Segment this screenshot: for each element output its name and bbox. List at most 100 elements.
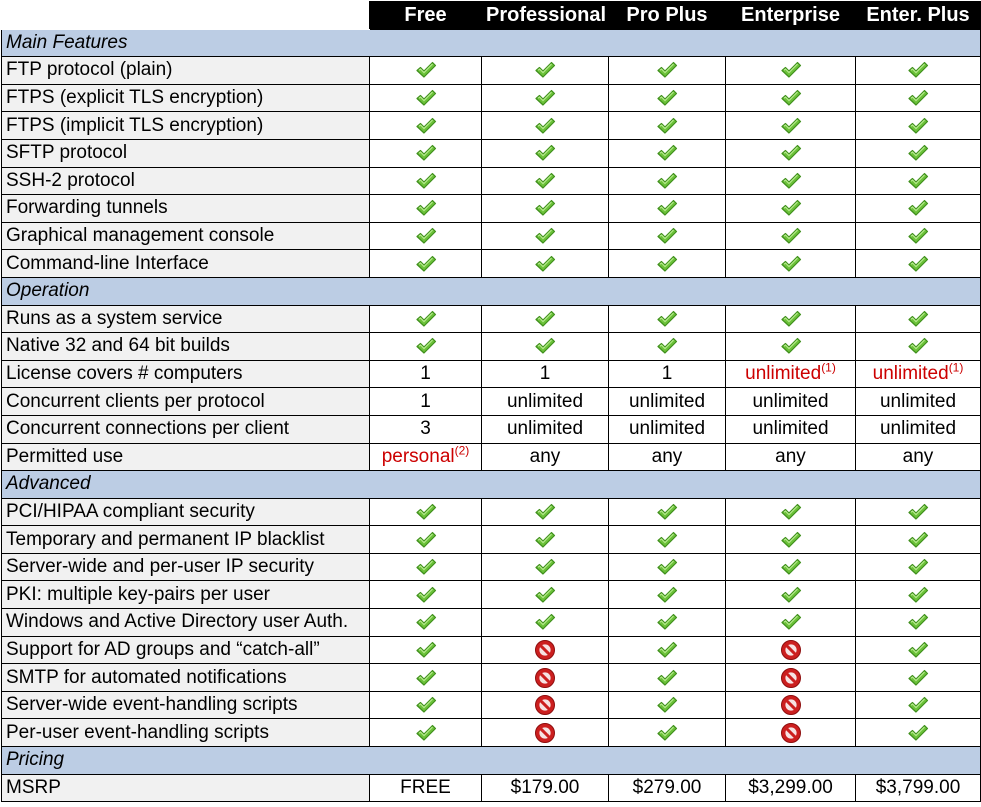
cell-pro-plus: [608, 718, 726, 748]
check-icon: [534, 61, 556, 79]
check-icon: [656, 337, 678, 355]
cell-free: [369, 718, 482, 748]
check-icon: [656, 310, 678, 328]
check-icon: [656, 669, 678, 687]
check-icon: [656, 144, 678, 162]
prohibited-icon: [780, 722, 802, 744]
cell-pro-plus: [608, 663, 726, 692]
cell-value: unlimited: [879, 390, 957, 412]
cell-professional: [481, 111, 609, 140]
column-header-enterprise: Enterprise: [725, 1, 856, 30]
column-header-free: Free: [369, 1, 482, 30]
check-icon: [534, 89, 556, 107]
check-icon: [656, 172, 678, 190]
check-icon: [907, 144, 929, 162]
cell-value: 1: [661, 363, 673, 385]
cell-enterprise: [725, 332, 856, 361]
cell-professional: unlimited: [481, 387, 609, 416]
check-icon: [656, 61, 678, 79]
check-icon: [656, 641, 678, 659]
check-icon: [415, 89, 437, 107]
cell-enterprise-plus: [855, 608, 981, 637]
table-row: Permitted use personal(2) any any any any: [1, 442, 981, 472]
feature-label: Server-wide event-handling scripts: [1, 690, 370, 720]
footnote-marker: (1): [821, 360, 836, 375]
cell-pro-plus: [608, 304, 726, 334]
feature-label: Runs as a system service: [1, 304, 370, 334]
cell-enterprise-plus: [855, 497, 981, 527]
feature-label: FTPS (implicit TLS encryption): [1, 111, 370, 140]
cell-professional: $179.00: [481, 773, 609, 803]
check-icon: [780, 255, 802, 273]
section-header-row: Main Features: [1, 28, 981, 58]
cell-enterprise-plus: [855, 552, 981, 582]
check-icon: [656, 255, 678, 273]
table-row: Server-wide event-handling scripts: [1, 690, 981, 720]
cell-pro-plus: [608, 552, 726, 582]
cell-enterprise: [725, 221, 856, 251]
cell-value: any: [775, 445, 806, 467]
cell-enterprise-plus: [855, 166, 981, 196]
feature-label: Concurrent connections per client: [1, 414, 370, 444]
cell-enterprise: [725, 580, 856, 610]
cell-value: any: [902, 445, 934, 467]
feature-label: Concurrent clients per protocol: [1, 387, 370, 416]
cell-enterprise: [725, 690, 856, 720]
cell-value: 1: [420, 390, 431, 412]
feature-label: Permitted use: [1, 442, 370, 472]
cell-value: unlimited: [506, 418, 584, 440]
cell-pro-plus: 1: [608, 359, 726, 389]
cell-professional: [481, 166, 609, 196]
check-icon: [780, 172, 802, 190]
cell-enterprise: [725, 663, 856, 692]
feature-label: MSRP: [1, 773, 370, 803]
table-row: Graphical management console: [1, 221, 981, 251]
cell-enterprise-plus: any: [855, 442, 981, 472]
cell-enterprise: [725, 83, 856, 113]
check-icon: [907, 117, 929, 135]
cell-pro-plus: [608, 635, 726, 665]
feature-label: Server-wide and per-user IP security: [1, 552, 370, 582]
check-icon: [780, 586, 802, 604]
cell-professional: [481, 249, 609, 278]
check-icon: [656, 724, 678, 742]
cell-pro-plus: [608, 525, 726, 554]
table-row: SFTP protocol: [1, 138, 981, 168]
cell-enterprise-plus: [855, 221, 981, 251]
check-icon: [656, 89, 678, 107]
check-icon: [656, 696, 678, 714]
table-row: PKI: multiple key-pairs per user: [1, 580, 981, 610]
check-icon: [656, 613, 678, 631]
cell-free: personal(2): [369, 442, 482, 472]
cell-free: [369, 304, 482, 334]
check-icon: [907, 696, 929, 714]
cell-value: 1: [420, 363, 431, 385]
cell-value: unlimited: [745, 363, 822, 385]
cell-value: personal: [381, 445, 455, 467]
prohibited-icon: [534, 667, 556, 689]
check-icon: [415, 641, 437, 659]
footnote-marker: (2): [454, 443, 470, 458]
cell-value: any: [651, 445, 683, 467]
section-title: Advanced: [1, 470, 981, 499]
feature-label: Support for AD groups and “catch-all”: [1, 635, 370, 665]
check-icon: [907, 503, 929, 521]
cell-enterprise-plus: $3,799.00: [855, 773, 981, 803]
cell-enterprise-plus: [855, 663, 981, 692]
footnote-marker: (1): [948, 360, 964, 375]
check-icon: [780, 89, 802, 107]
cell-professional: [481, 332, 609, 361]
check-icon: [415, 61, 437, 79]
cell-free: 3: [369, 414, 482, 444]
cell-professional: [481, 690, 609, 720]
cell-enterprise: unlimited: [725, 387, 856, 416]
cell-free: [369, 166, 482, 196]
cell-value: 3: [420, 418, 431, 440]
check-icon: [415, 255, 437, 273]
feature-label: Forwarding tunnels: [1, 194, 370, 223]
check-icon: [656, 199, 678, 217]
check-icon: [415, 172, 437, 190]
check-icon: [907, 531, 929, 549]
check-icon: [534, 199, 556, 217]
cell-free: [369, 83, 482, 113]
